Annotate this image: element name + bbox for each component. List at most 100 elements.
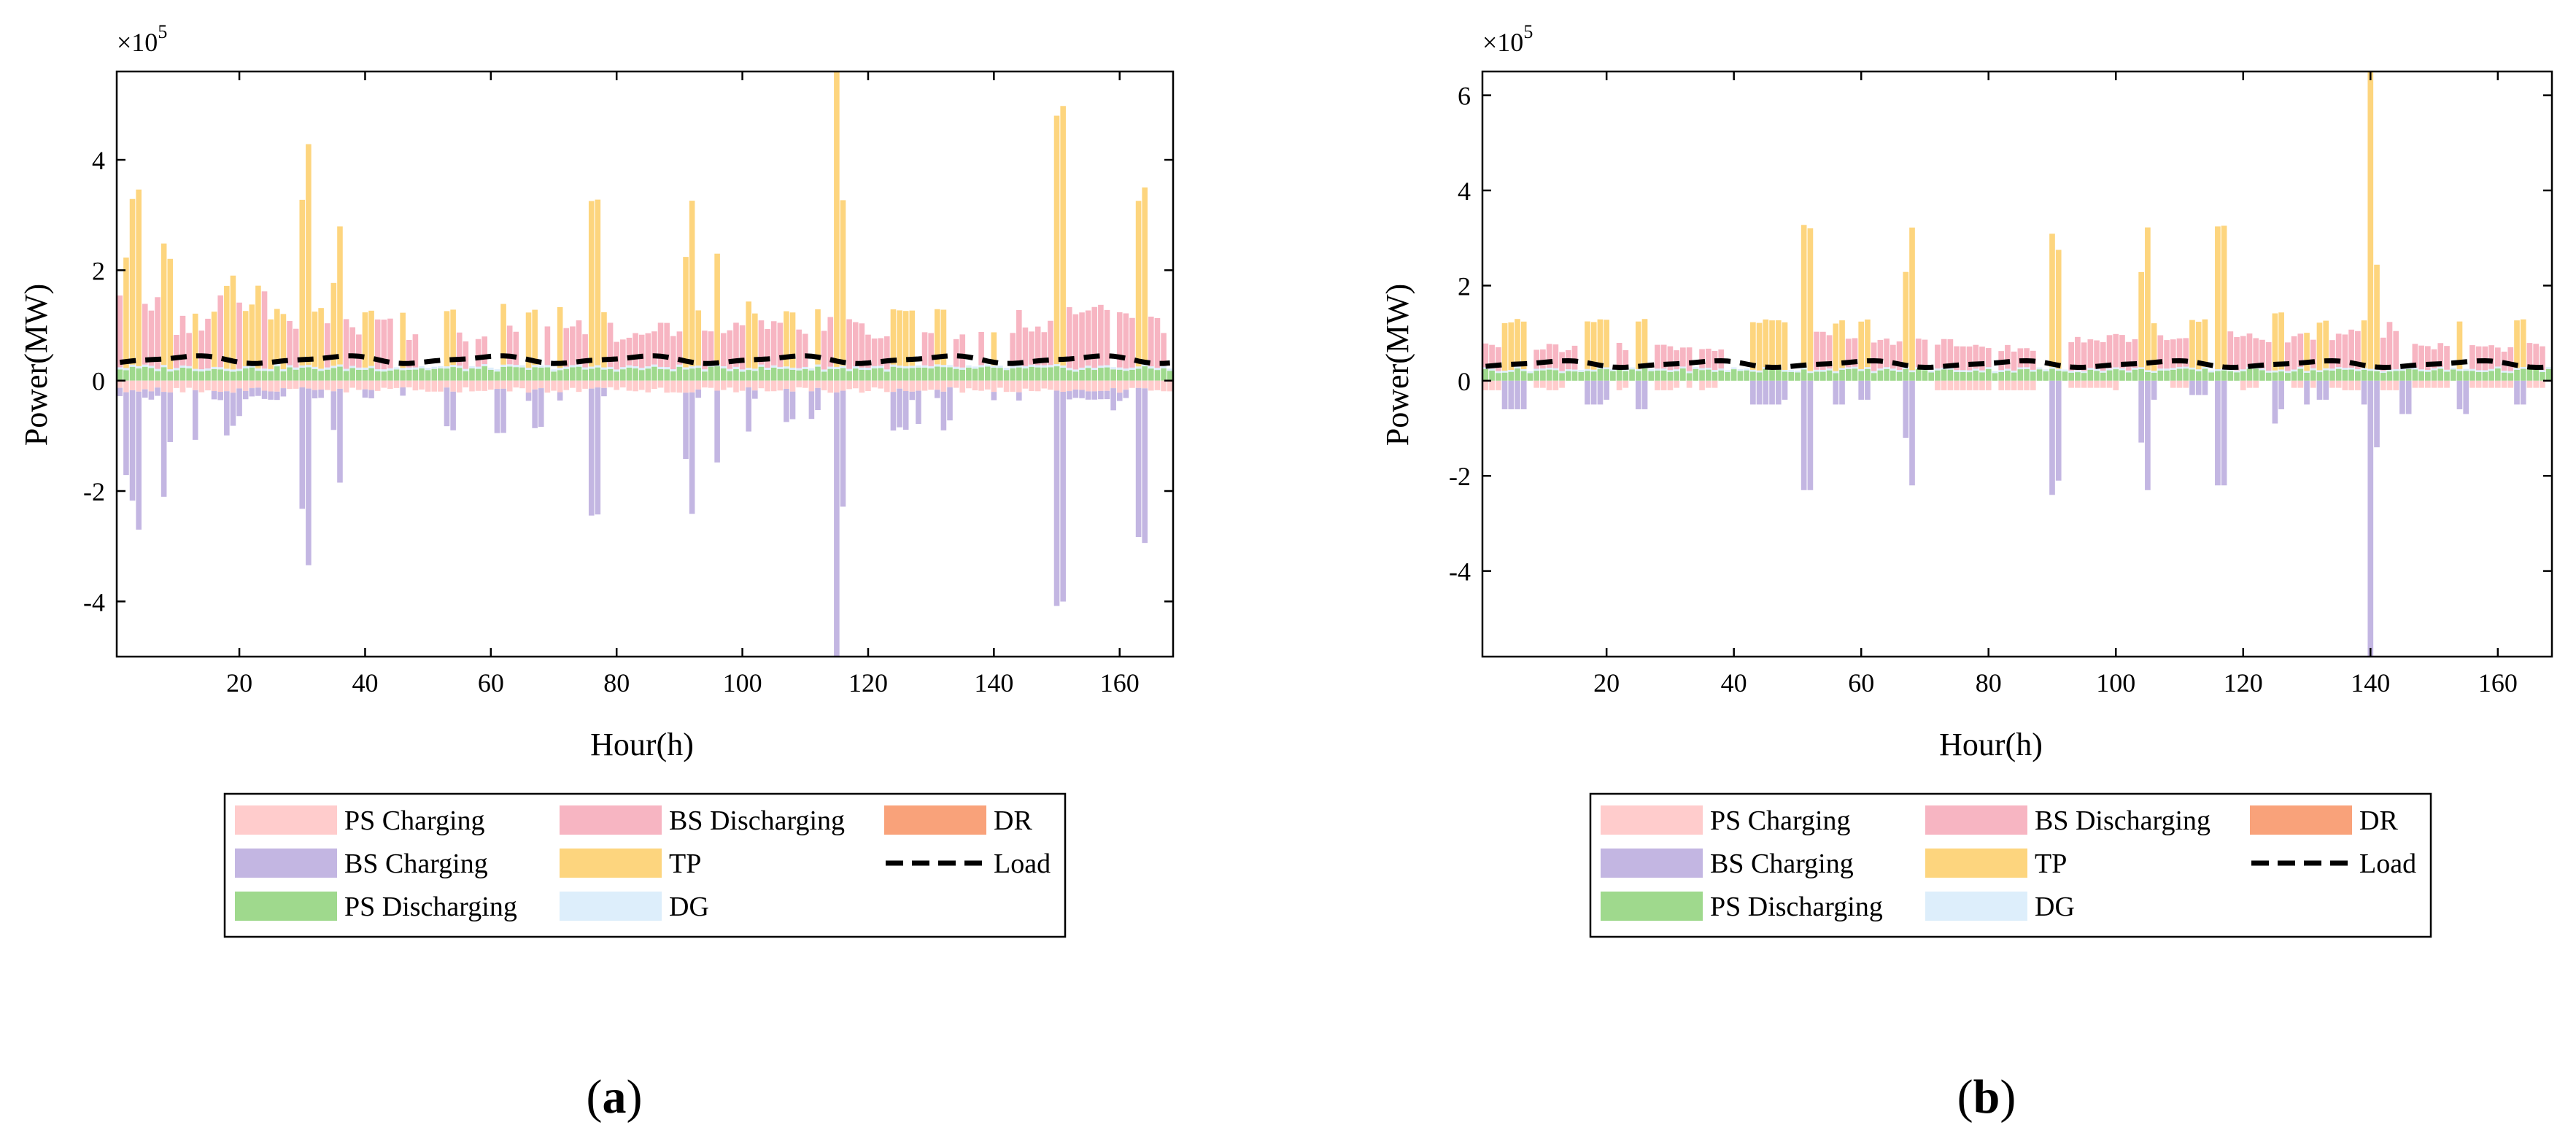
legend-a: PS Charging BS Discharging DR BS Charging TP…: [223, 792, 1067, 938]
ps-charging-bar: [1660, 380, 1667, 390]
bs-discharging-bar: [739, 325, 746, 370]
legend-label-tp: TP: [669, 849, 701, 879]
ps-discharging-bar: [2049, 368, 2055, 381]
ps-charging-bar: [2437, 380, 2444, 388]
tp-bar: [1635, 321, 1641, 369]
ps-charging-bar: [280, 380, 287, 389]
dg-bar: [2049, 366, 2055, 369]
ps-discharging-bar: [1763, 368, 1769, 381]
tp-bar: [689, 201, 695, 367]
ps-discharging-bar: [2329, 370, 2335, 381]
dg-bar: [2030, 369, 2036, 372]
bs-discharging-bar: [2259, 339, 2265, 368]
dg-bar: [1022, 366, 1029, 368]
dg-bar: [1578, 370, 1585, 372]
dg-bar: [1693, 367, 1699, 369]
ps-discharging-bar: [1495, 373, 1501, 381]
ps-charging-bar: [676, 380, 683, 393]
dg-bar: [1896, 370, 1903, 372]
ps-discharging-bar: [2145, 371, 2151, 381]
ps-charging-bar: [557, 380, 563, 393]
ps-discharging-bar: [683, 369, 689, 381]
dg-bar: [2469, 368, 2475, 371]
ps-charging-bar: [859, 380, 865, 393]
ps-discharging-bar: [1604, 369, 1610, 381]
dg-bar: [406, 367, 412, 370]
bs-charging-bar: [1066, 391, 1072, 400]
dg-bar: [1590, 369, 1597, 372]
ps-charging-bar: [645, 380, 651, 393]
dg-bar: [1552, 368, 1559, 371]
y-tick-label: -2: [83, 477, 105, 506]
bs-charging-bar: [2221, 380, 2227, 486]
ps-charging-bar: [1960, 380, 1966, 390]
ps-charging-bar: [255, 380, 261, 388]
dg-bar: [802, 366, 808, 369]
bs-discharging-bar: [2380, 337, 2386, 371]
ps-charging-bar: [1085, 380, 1091, 392]
bs-discharging-bar: [645, 333, 651, 367]
dg-bar: [1489, 368, 1495, 371]
bs-charging-bar: [444, 387, 450, 427]
ps-charging-bar: [878, 380, 884, 389]
bs-discharging-bar: [1022, 327, 1029, 366]
dg-bar: [2545, 367, 2552, 369]
tp-bar: [306, 144, 312, 366]
bs-discharging-bar: [607, 322, 614, 367]
bs-charging-bar: [255, 387, 261, 396]
bs-discharging-bar: [1979, 347, 1985, 371]
bs-discharging-bar: [765, 329, 770, 368]
ps-charging-bar: [953, 380, 959, 388]
dg-bar: [765, 367, 770, 371]
ps-charging-bar: [991, 380, 997, 393]
dg-bar: [1079, 367, 1085, 370]
bs-charging-bar: [2189, 380, 2195, 395]
dg-bar: [2043, 369, 2049, 371]
dg-bar: [1865, 367, 1871, 369]
ps-discharging-bar: [865, 370, 871, 381]
dg-bar: [878, 366, 884, 368]
ps-discharging-bar: [1992, 373, 1998, 381]
bs-charging-bar: [940, 391, 947, 430]
ps-discharging-bar: [179, 367, 186, 381]
legend-label-ps_discharging: PS Discharging: [1710, 892, 1883, 922]
tp-bar: [1508, 322, 1515, 371]
ps-discharging-bar: [2017, 369, 2024, 381]
tp-bar: [1590, 322, 1597, 370]
bs-discharging-bar: [2011, 351, 2017, 371]
ps-charging-bar: [1686, 380, 1693, 388]
bs-discharging-bar: [928, 333, 934, 366]
ps-discharging-bar: [1559, 373, 1565, 381]
ps-charging-bar: [2005, 380, 2011, 390]
ps-discharging-bar: [1010, 368, 1016, 381]
bs-discharging-bar: [802, 333, 808, 367]
dg-bar: [268, 368, 274, 371]
bs-discharging-bar: [1571, 345, 1578, 370]
dg-bar: [249, 365, 255, 368]
bs-charging-bar: [2278, 380, 2284, 409]
bs-discharging-bar: [117, 295, 123, 368]
bs-discharging-bar: [2113, 333, 2119, 368]
tp-bar: [1501, 322, 1508, 371]
dg-bar: [2005, 368, 2011, 371]
bs-charging-bar: [2323, 380, 2329, 400]
ps-charging-bar: [387, 380, 393, 389]
tp-bar: [2514, 320, 2520, 368]
ps-discharging-bar: [2106, 370, 2113, 381]
bs-discharging-bar: [2348, 329, 2354, 368]
ps-discharging-bar: [2170, 369, 2176, 381]
scale-exponent-a: 5: [158, 21, 167, 42]
scale-exponent-b: 5: [1523, 21, 1533, 42]
ps-charging-bar: [1482, 380, 1489, 390]
dg-bar: [1737, 368, 1744, 371]
ps-discharging-bar: [312, 368, 318, 381]
dg-bar: [563, 366, 570, 369]
ps-discharging-bar: [947, 367, 953, 381]
bs-discharging-bar: [1947, 339, 1954, 368]
ps-discharging-bar: [657, 368, 664, 381]
bs-discharging-bar: [1674, 350, 1679, 370]
dg-bar: [2475, 370, 2482, 372]
ps-charging-bar: [2170, 380, 2176, 388]
ps-discharging-bar: [393, 369, 400, 381]
ps-discharging-bar: [525, 370, 532, 381]
